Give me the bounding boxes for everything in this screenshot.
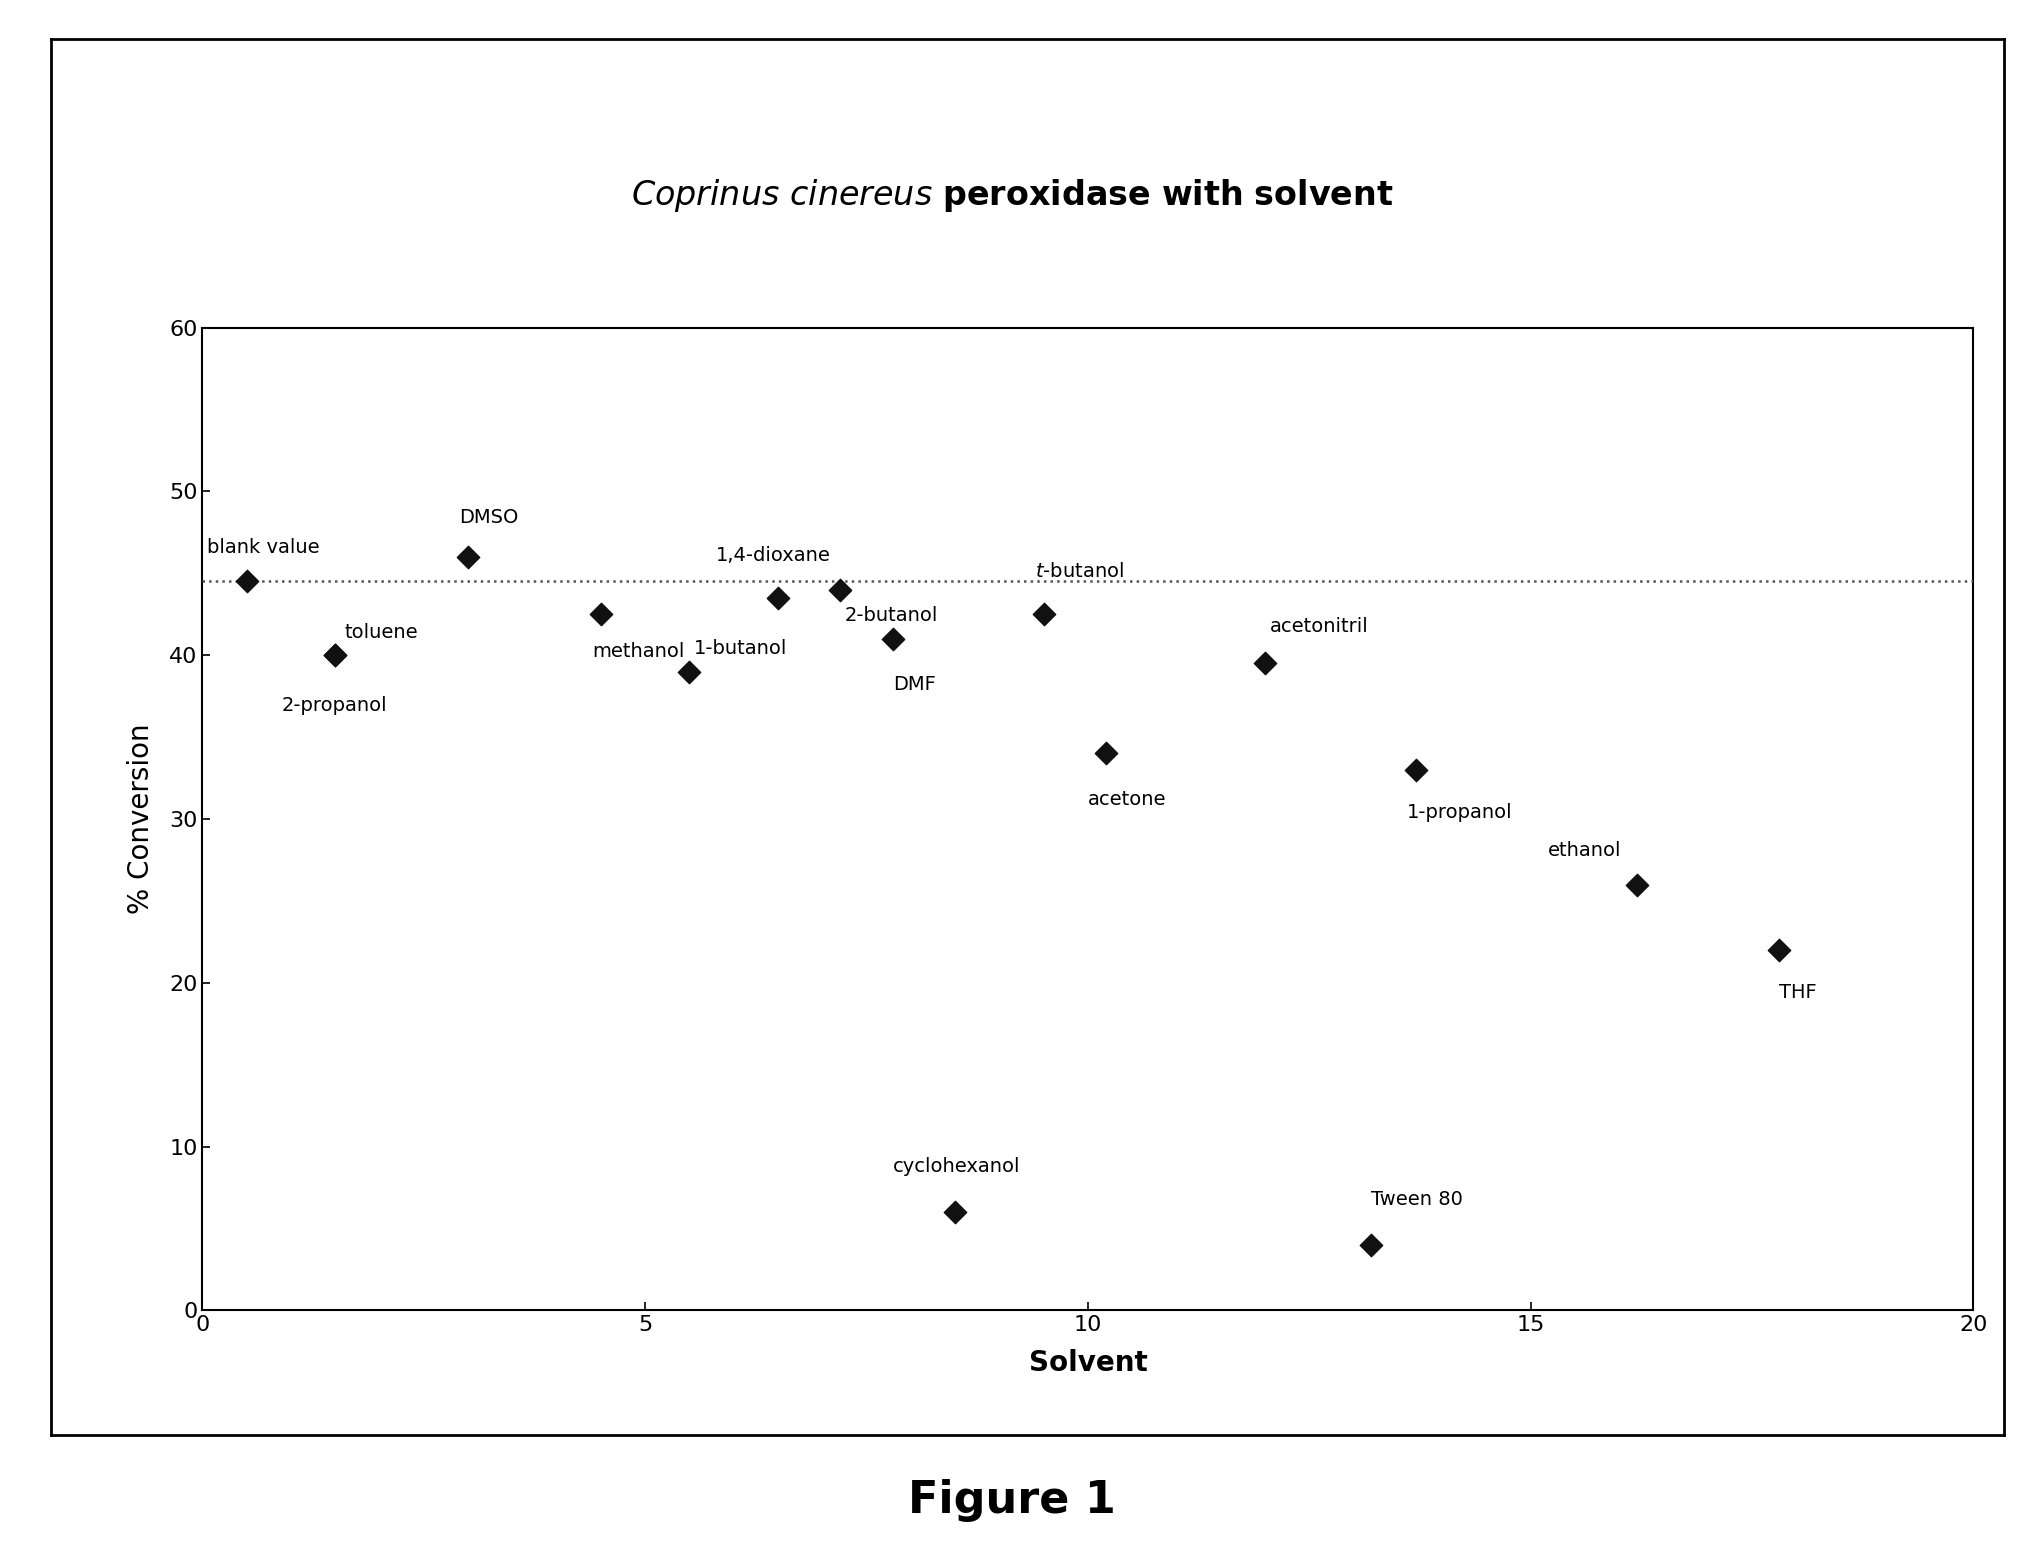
Text: blank value: blank value (206, 538, 320, 557)
Point (761, 585, 793, 610)
Text: acetonitril: acetonitril (1268, 616, 1368, 635)
Text: toluene: toluene (344, 622, 417, 643)
Text: $\mathit{Coprinus\ cinereus}$$\bf{\ peroxidase\ with\ solvent}$: $\mathit{Coprinus\ cinereus}$$\bf{\ pero… (631, 176, 1392, 214)
Point (876, 626, 908, 651)
Text: 2-propanol: 2-propanol (281, 696, 388, 714)
Point (674, 658, 706, 683)
Point (320, 643, 352, 668)
Point (939, 1200, 971, 1225)
Point (1028, 602, 1060, 627)
X-axis label: Solvent: Solvent (1028, 1349, 1147, 1377)
Text: cyclohexanol: cyclohexanol (892, 1158, 1020, 1176)
Text: Tween 80: Tween 80 (1372, 1190, 1463, 1209)
Text: THF: THF (1778, 983, 1815, 1002)
Text: Figure 1: Figure 1 (908, 1479, 1115, 1523)
Point (1355, 1232, 1388, 1257)
Text: 1-propanol: 1-propanol (1406, 802, 1511, 822)
Text: DMSO: DMSO (459, 509, 518, 527)
Point (585, 602, 617, 627)
Point (1088, 741, 1121, 766)
Text: 2-butanol: 2-butanol (844, 605, 937, 626)
Y-axis label: % Conversion: % Conversion (127, 724, 156, 914)
Text: acetone: acetone (1086, 789, 1165, 808)
Point (1248, 651, 1281, 675)
Text: DMF: DMF (892, 675, 935, 694)
Text: 1-butanol: 1-butanol (694, 640, 787, 658)
Text: $\mathit{t}$-butanol: $\mathit{t}$-butanol (1034, 563, 1123, 582)
Point (231, 569, 263, 594)
Text: ethanol: ethanol (1548, 841, 1620, 860)
Text: 1,4-dioxane: 1,4-dioxane (716, 546, 831, 565)
Point (1398, 757, 1430, 782)
Point (451, 544, 483, 569)
Point (1620, 872, 1653, 897)
Text: methanol: methanol (593, 643, 684, 661)
Point (823, 577, 856, 602)
Point (1762, 938, 1794, 963)
Point (320, 643, 352, 668)
